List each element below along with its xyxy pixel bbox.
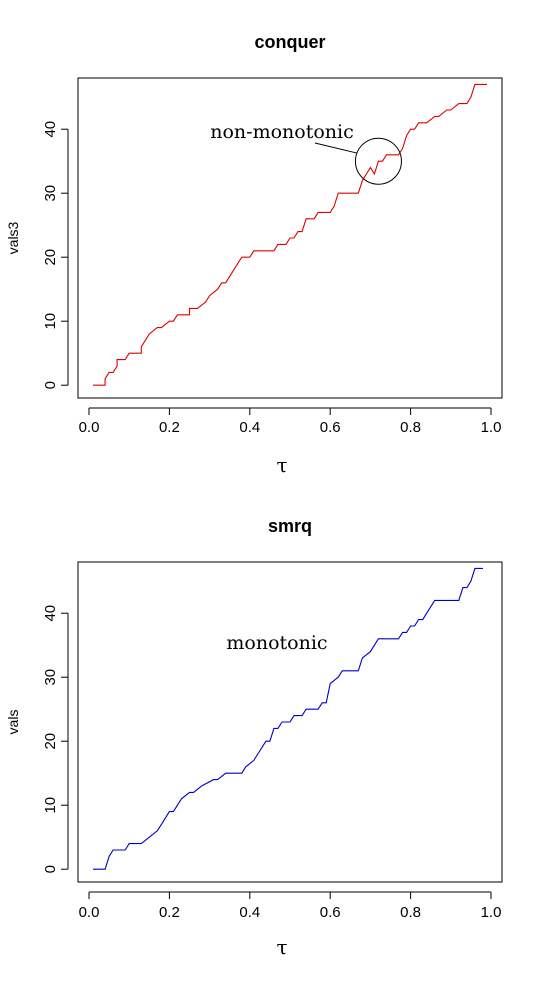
plot-frame [77, 561, 503, 883]
annotation-circle [354, 137, 402, 185]
y-tick-label: 30 [42, 669, 59, 686]
x-tick-label: 0.0 [79, 419, 100, 436]
y-axis-label: vals [5, 710, 21, 735]
y-tick-label: 40 [42, 605, 59, 622]
y-tick-label: 30 [42, 185, 59, 202]
y-tick-label: 40 [42, 121, 59, 138]
chart-title: conquer [254, 32, 325, 52]
annotation-pointer [314, 142, 358, 154]
series-line [93, 83, 487, 386]
x-tick-label: 0.2 [159, 904, 180, 921]
x-tick-label: 0.6 [320, 419, 341, 436]
y-tick-label: 10 [42, 313, 59, 330]
y-tick-label: 0 [42, 865, 59, 873]
x-tick-label: 1.0 [481, 419, 502, 436]
chart-title: smrq [268, 516, 312, 536]
x-tick-label: 0.8 [400, 419, 421, 436]
series-line [93, 567, 483, 870]
annotation-label: monotonic [226, 632, 327, 654]
x-axis-label: τ [276, 935, 287, 959]
x-tick-label: 0.4 [239, 904, 260, 921]
y-tick-label: 20 [42, 249, 59, 266]
x-tick-label: 0.2 [159, 419, 180, 436]
x-tick-label: 0.6 [320, 904, 341, 921]
x-tick-label: 0.0 [79, 904, 100, 921]
x-tick-label: 0.8 [400, 904, 421, 921]
x-tick-label: 0.4 [239, 419, 260, 436]
plot-frame [77, 77, 503, 399]
x-axis-label: τ [276, 453, 287, 477]
y-tick-label: 0 [42, 381, 59, 389]
y-tick-label: 20 [42, 733, 59, 750]
x-tick-label: 1.0 [481, 904, 502, 921]
y-tick-label: 10 [42, 797, 59, 814]
annotation-label: non-monotonic [210, 121, 354, 143]
y-axis-label: vals3 [5, 221, 21, 254]
